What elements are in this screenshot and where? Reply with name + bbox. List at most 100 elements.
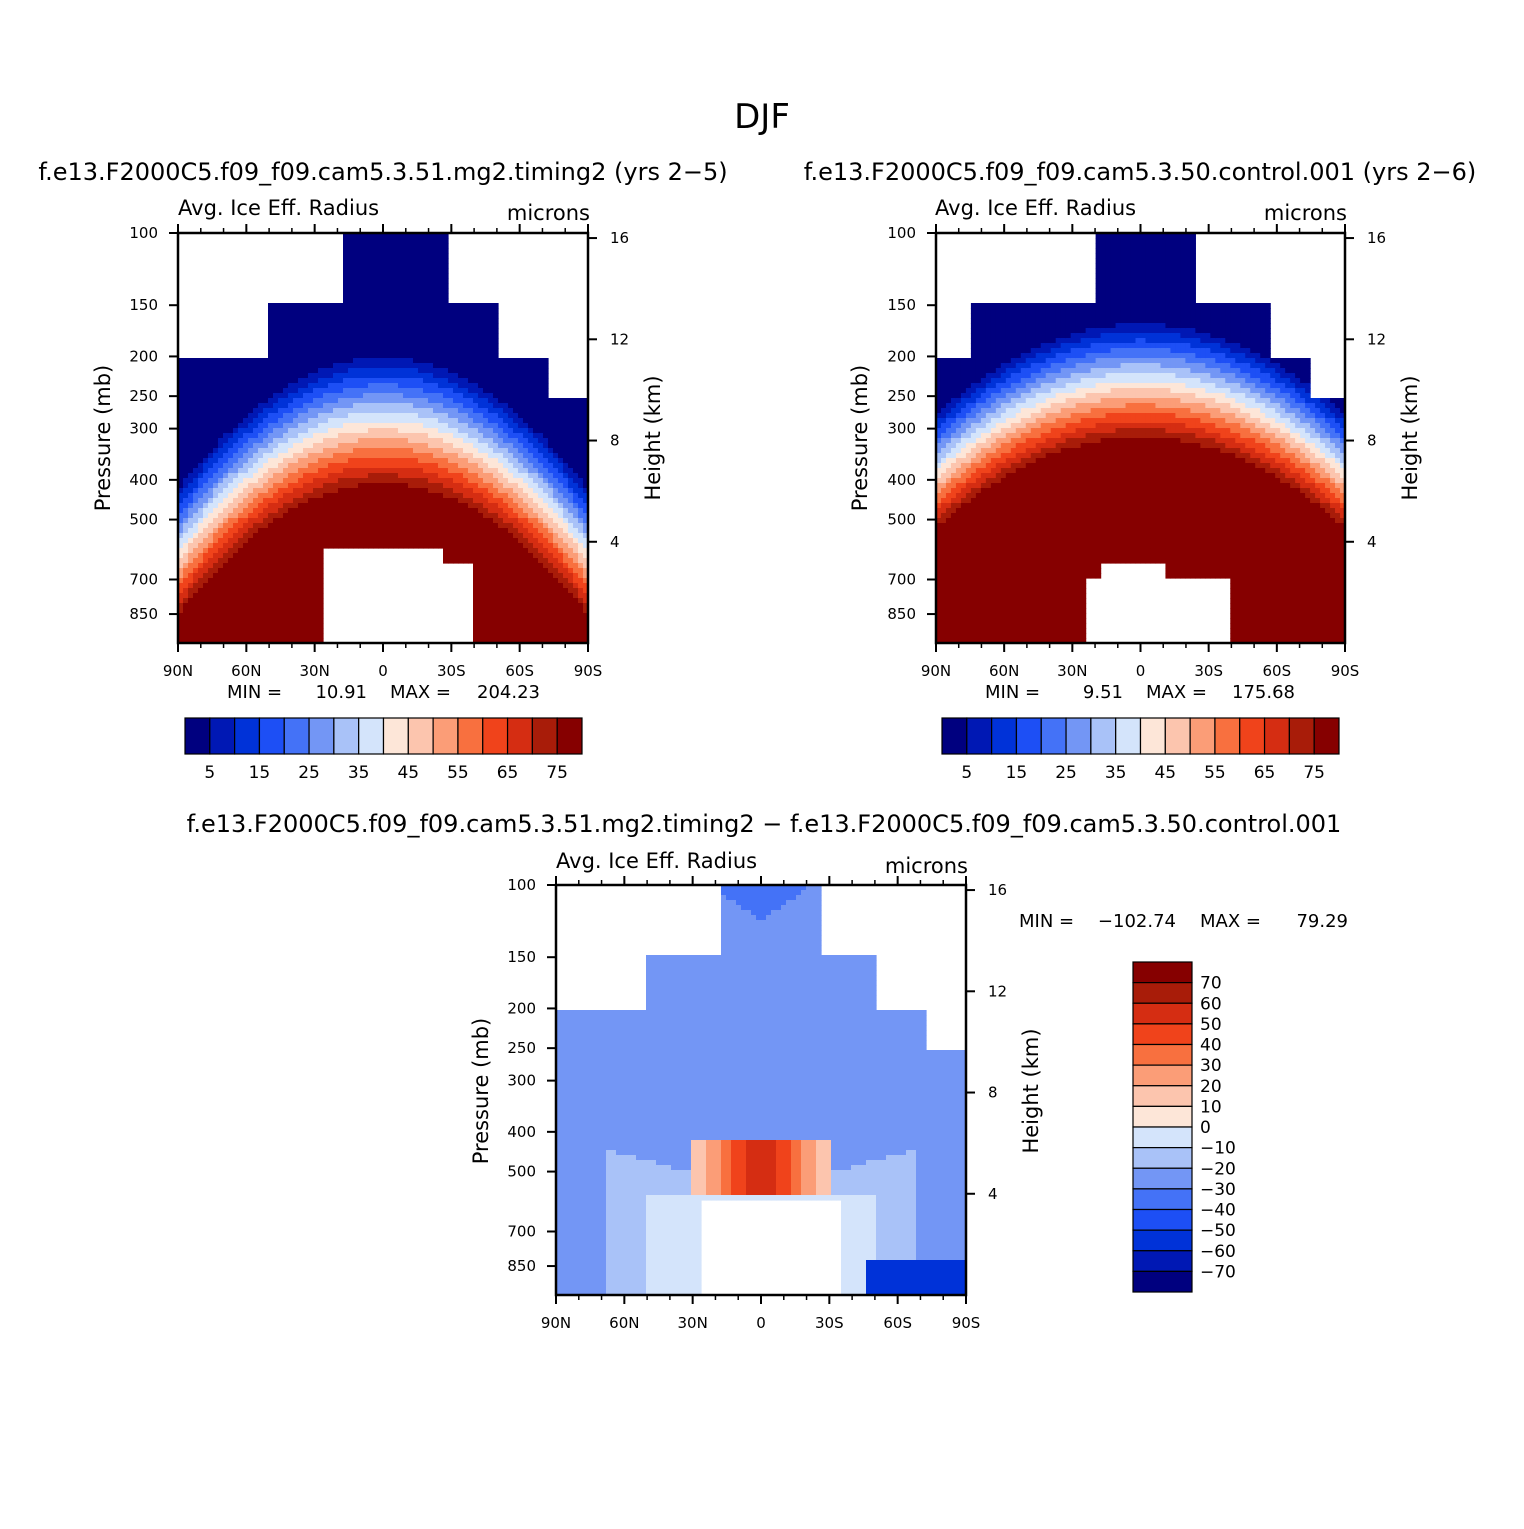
heatmap-cell	[343, 473, 349, 479]
heatmap-cell	[573, 553, 579, 559]
heatmap-cell	[568, 488, 574, 494]
heatmap-cell	[338, 513, 344, 519]
heatmap-cell	[533, 503, 539, 509]
heatmap-cell	[398, 283, 404, 289]
heatmap-cell	[548, 588, 554, 594]
heatmap-cell	[393, 258, 399, 264]
heatmap-cell	[303, 378, 309, 384]
heatmap-cell	[388, 323, 394, 329]
heatmap-cell	[568, 573, 574, 579]
heatmap-cell	[333, 328, 339, 334]
heatmap-cell	[493, 593, 499, 599]
heatmap-cell	[548, 583, 554, 589]
heatmap-cell	[368, 343, 374, 349]
heatmap-cell	[423, 533, 429, 539]
heatmap-cell	[518, 593, 524, 599]
heatmap-cell	[343, 438, 349, 444]
heatmap-cell	[473, 493, 479, 499]
heatmap-cell	[408, 438, 414, 444]
heatmap-cell	[463, 398, 469, 404]
heatmap-cell	[478, 513, 484, 519]
heatmap-cell	[408, 413, 414, 419]
heatmap-cell	[363, 293, 369, 299]
heatmap-cell	[498, 403, 504, 409]
heatmap-cell	[458, 373, 464, 379]
heatmap-cell	[503, 533, 509, 539]
heatmap-cell	[463, 498, 469, 504]
heatmap-cell	[273, 408, 279, 414]
heatmap-cell	[188, 548, 194, 554]
heatmap-cell	[313, 623, 319, 629]
heatmap-cell	[373, 443, 379, 449]
heatmap-cell	[378, 318, 384, 324]
heatmap-cell	[503, 603, 509, 609]
heatmap-cell	[418, 343, 424, 349]
heatmap-cell	[508, 623, 514, 629]
heatmap-cell	[523, 508, 529, 514]
heatmap-cell	[198, 423, 204, 429]
heatmap-cell	[313, 523, 319, 529]
heatmap-cell	[233, 358, 239, 364]
heatmap-cell	[198, 433, 204, 439]
heatmap-cell	[258, 503, 264, 509]
heatmap-cell	[348, 438, 354, 444]
heatmap-cell	[348, 273, 354, 279]
heatmap-cell	[333, 428, 339, 434]
heatmap-cell	[368, 383, 374, 389]
heatmap-cell	[353, 288, 359, 294]
heatmap-cell	[213, 563, 219, 569]
heatmap-cell	[553, 628, 559, 634]
heatmap-cell	[438, 318, 444, 324]
heatmap-cell	[248, 568, 254, 574]
heatmap-cell	[478, 598, 484, 604]
heatmap-cell	[258, 393, 264, 399]
heatmap-cell	[463, 558, 469, 564]
heatmap-cell	[443, 403, 449, 409]
heatmap-cell	[293, 613, 299, 619]
heatmap-cell	[293, 473, 299, 479]
heatmap-cell	[463, 413, 469, 419]
panel-control: f.e13.F2000C5.f09_f09.cam5.3.50.control.…	[804, 158, 1477, 783]
heatmap-cell	[518, 548, 524, 554]
heatmap-cell	[523, 613, 529, 619]
heatmap-cell	[333, 443, 339, 449]
heatmap-cell	[353, 383, 359, 389]
heatmap-cell	[548, 578, 554, 584]
heatmap-cell	[503, 613, 509, 619]
heatmap-cell	[578, 468, 584, 474]
heatmap-cell	[293, 438, 299, 444]
heatmap-cell	[473, 363, 479, 369]
heatmap-cell	[398, 293, 404, 299]
heatmap-cell	[468, 463, 474, 469]
heatmap-cell	[268, 393, 274, 399]
heatmap-cell	[538, 453, 544, 459]
heatmap-cell	[213, 438, 219, 444]
heatmap-cell	[208, 588, 214, 594]
heatmap-cell	[383, 458, 389, 464]
heatmap-cell	[363, 343, 369, 349]
heatmap-cell	[368, 268, 374, 274]
heatmap-cell	[393, 508, 399, 514]
heatmap-cell	[318, 388, 324, 394]
heatmap-cell	[273, 583, 279, 589]
heatmap-cell	[258, 408, 264, 414]
heatmap-cell	[378, 333, 384, 339]
heatmap-cell	[548, 443, 554, 449]
heatmap-cell	[493, 458, 499, 464]
heatmap-cell	[448, 468, 454, 474]
heatmap-cell	[343, 288, 349, 294]
heatmap-cell	[383, 288, 389, 294]
heatmap-cell	[203, 583, 209, 589]
heatmap-cell	[368, 458, 374, 464]
heatmap-cell	[568, 418, 574, 424]
heatmap-cell	[533, 623, 539, 629]
heatmap-cell	[543, 528, 549, 534]
heatmap-cell	[263, 378, 269, 384]
heatmap-cell	[298, 498, 304, 504]
heatmap-cell	[248, 398, 254, 404]
heatmap-cell	[318, 498, 324, 504]
heatmap-cell	[498, 513, 504, 519]
heatmap-cell	[333, 303, 339, 309]
heatmap-cell	[353, 243, 359, 249]
heatmap-cell	[278, 393, 284, 399]
